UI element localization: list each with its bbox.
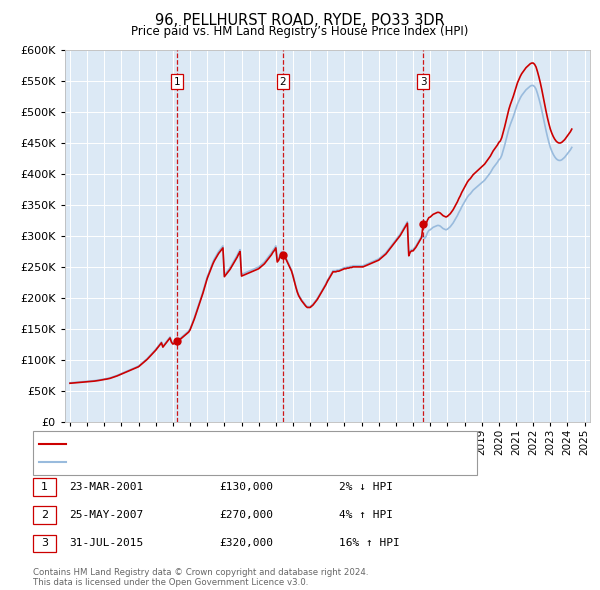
Text: 2: 2 <box>41 510 48 520</box>
Text: £130,000: £130,000 <box>219 482 273 491</box>
Text: 23-MAR-2001: 23-MAR-2001 <box>69 482 143 491</box>
Text: 2: 2 <box>280 77 286 87</box>
Text: 1: 1 <box>173 77 180 87</box>
Text: £270,000: £270,000 <box>219 510 273 520</box>
Text: 16% ↑ HPI: 16% ↑ HPI <box>339 539 400 548</box>
Text: 3: 3 <box>41 539 48 548</box>
Text: Contains HM Land Registry data © Crown copyright and database right 2024.
This d: Contains HM Land Registry data © Crown c… <box>33 568 368 587</box>
Text: Price paid vs. HM Land Registry’s House Price Index (HPI): Price paid vs. HM Land Registry’s House … <box>131 25 469 38</box>
Text: 1: 1 <box>41 482 48 491</box>
Text: 31-JUL-2015: 31-JUL-2015 <box>69 539 143 548</box>
Text: 96, PELLHURST ROAD, RYDE, PO33 3DR: 96, PELLHURST ROAD, RYDE, PO33 3DR <box>155 13 445 28</box>
Text: £320,000: £320,000 <box>219 539 273 548</box>
Text: 96, PELLHURST ROAD, RYDE, PO33 3DR (detached house): 96, PELLHURST ROAD, RYDE, PO33 3DR (deta… <box>72 440 389 449</box>
Text: 2% ↓ HPI: 2% ↓ HPI <box>339 482 393 491</box>
Text: HPI: Average price, detached house, Isle of Wight: HPI: Average price, detached house, Isle… <box>72 457 343 467</box>
Text: 3: 3 <box>420 77 427 87</box>
Text: 25-MAY-2007: 25-MAY-2007 <box>69 510 143 520</box>
Text: 4% ↑ HPI: 4% ↑ HPI <box>339 510 393 520</box>
